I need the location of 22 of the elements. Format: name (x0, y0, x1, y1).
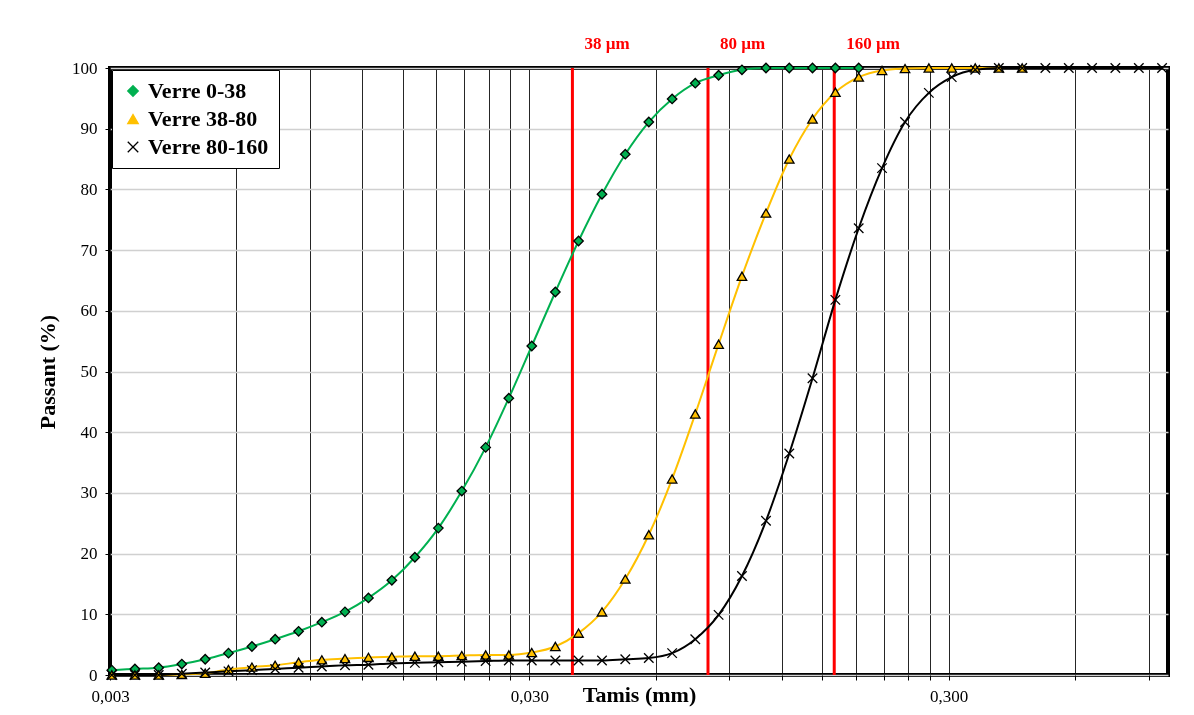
y-tick-label: 0 (89, 665, 98, 685)
y-tick-label: 100 (72, 58, 98, 78)
ref-line-label: 80 µm (720, 34, 766, 53)
y-tick-label: 10 (80, 604, 98, 624)
y-tick-label: 20 (80, 544, 98, 564)
y-tick-label: 60 (80, 301, 98, 321)
y-tick-label: 40 (80, 422, 98, 442)
y-tick-label: 90 (80, 119, 98, 139)
y-tick-label: 70 (80, 240, 98, 260)
x-axis-title: Tamis (mm) (582, 681, 697, 707)
y-tick-label: 50 (80, 362, 98, 381)
y-axis-title: Passant (%) (35, 314, 60, 430)
legend-label: Verre 0-38 (148, 78, 247, 103)
ref-line-label: 38 µm (584, 34, 630, 53)
x-tick-label: 0,030 (510, 686, 549, 706)
legend-label: Verre 80-160 (148, 134, 269, 159)
y-tick-label: 30 (80, 483, 98, 503)
y-tick-label: 80 (80, 179, 98, 199)
x-tick-label: 0,300 (930, 686, 969, 706)
ref-line-label: 160 µm (846, 34, 900, 53)
legend-label: Verre 38-80 (148, 106, 258, 131)
x-tick-label: 0,003 (91, 686, 130, 706)
